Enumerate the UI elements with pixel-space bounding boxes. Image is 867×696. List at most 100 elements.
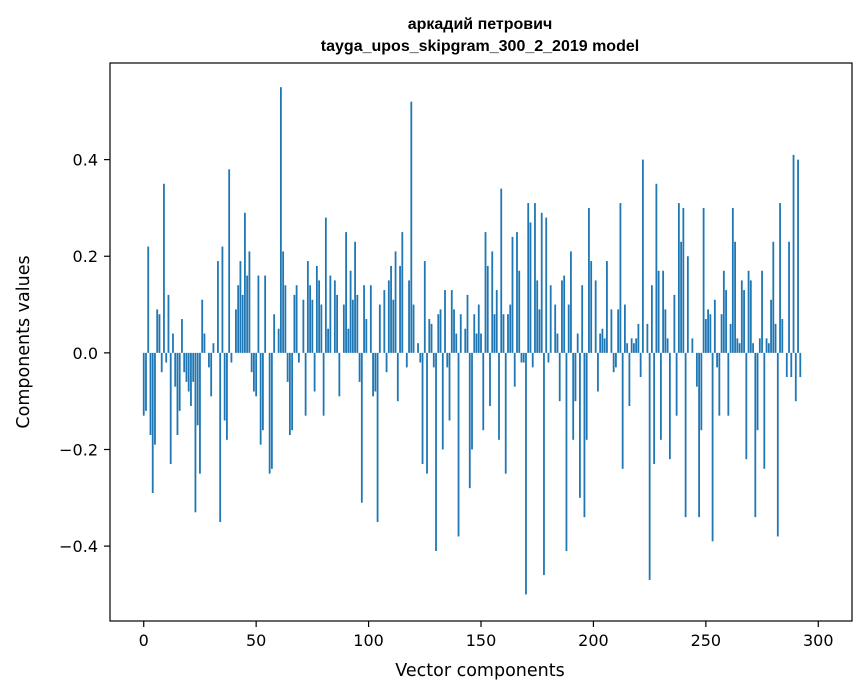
bar (167, 294, 170, 353)
bar (450, 290, 453, 353)
bar (365, 319, 368, 353)
bar (235, 309, 237, 353)
bar (473, 314, 476, 353)
x-tick-label: 100 (353, 631, 384, 650)
bar (558, 352, 561, 402)
bar (713, 299, 716, 353)
bar (322, 352, 325, 416)
bar (417, 343, 419, 353)
bar (770, 299, 772, 353)
bar (264, 275, 267, 353)
bar (704, 319, 707, 353)
bar (315, 265, 318, 353)
bar (311, 299, 314, 353)
bar (405, 352, 408, 368)
bar (664, 309, 667, 353)
bar (648, 352, 651, 580)
bar (360, 352, 363, 503)
bar (253, 352, 255, 392)
bar (779, 203, 781, 353)
bar (601, 328, 604, 353)
bar (565, 352, 568, 551)
bar (790, 352, 793, 378)
bar (698, 352, 700, 518)
bar (345, 232, 347, 353)
bars-group (142, 87, 802, 595)
bar (590, 261, 593, 353)
bar (729, 323, 732, 353)
bar (686, 256, 689, 353)
bar (489, 352, 491, 407)
bar (446, 352, 449, 368)
bar (574, 352, 577, 402)
bar (183, 352, 186, 373)
bar (369, 285, 372, 353)
bar (585, 352, 588, 440)
bar (540, 212, 543, 353)
x-tick-label: 0 (139, 631, 149, 650)
bar (217, 261, 219, 353)
bar (794, 352, 797, 402)
bar (752, 343, 754, 353)
bar (455, 333, 458, 353)
bar (208, 352, 210, 368)
bar (196, 352, 199, 426)
bar (444, 290, 446, 353)
x-tick-label: 150 (466, 631, 497, 650)
bar (464, 328, 467, 353)
bar (408, 280, 410, 353)
bar (172, 333, 174, 353)
bar (504, 352, 507, 474)
bar (435, 352, 437, 551)
bar (277, 328, 280, 353)
bar (396, 352, 399, 402)
bar (244, 212, 246, 353)
bar (626, 343, 629, 353)
bar (376, 352, 379, 522)
bar (619, 203, 622, 353)
x-axis-ticks: 0 50 100 150 200 250 300 (139, 621, 834, 650)
y-tick-label: −0.4 (59, 537, 98, 556)
bar (747, 270, 750, 353)
bar (615, 352, 617, 368)
bar (743, 290, 745, 353)
bar (641, 159, 644, 353)
bar (176, 352, 179, 435)
bar (534, 203, 536, 353)
chart-title: аркадий петрович (408, 16, 553, 33)
bar (673, 294, 676, 353)
bar (480, 333, 482, 353)
bar (165, 352, 168, 363)
bar (792, 154, 795, 353)
bar (495, 290, 498, 353)
bar (788, 241, 790, 353)
bar (527, 203, 530, 353)
bar (459, 314, 462, 353)
bar (399, 265, 401, 353)
bar (279, 87, 282, 353)
bar (482, 352, 485, 431)
bar (190, 352, 192, 407)
x-tick-label: 200 (578, 631, 609, 650)
bar (630, 338, 633, 353)
bar (718, 352, 721, 416)
bar (338, 352, 341, 397)
bar (570, 251, 572, 353)
bar (767, 343, 770, 353)
bar (439, 309, 442, 353)
bar (327, 328, 329, 353)
chart-subtitle: tayga_upos_skipgram_300_2_2019 model (321, 38, 639, 55)
bar (284, 285, 287, 353)
bar (579, 352, 581, 498)
bar (392, 299, 395, 353)
bar (212, 343, 215, 353)
bar (329, 275, 332, 353)
bar (797, 159, 799, 353)
y-tick-label: 0.0 (73, 344, 98, 363)
bar (390, 265, 392, 353)
bar (567, 304, 570, 353)
bar (246, 275, 249, 353)
bar (288, 352, 291, 435)
bar (286, 352, 289, 382)
